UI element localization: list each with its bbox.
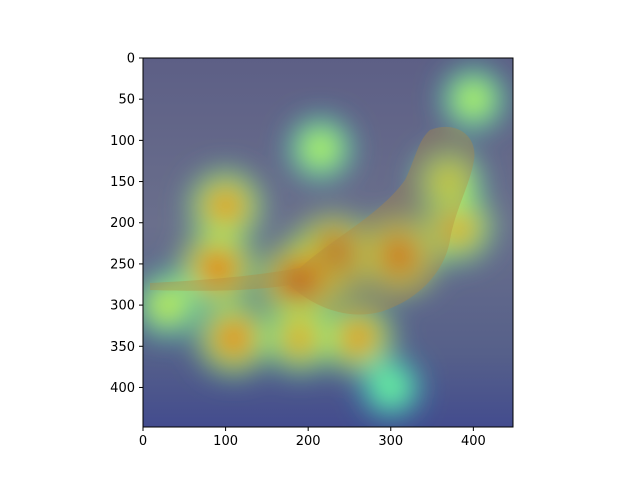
y-tick-label: 350 [110, 340, 135, 355]
x-tick-label: 100 [213, 434, 238, 449]
y-tick-label: 400 [110, 381, 135, 396]
y-tick-label: 250 [110, 257, 135, 272]
x-tick-label: 400 [461, 434, 486, 449]
x-tick-label: 200 [296, 434, 321, 449]
y-tick-label: 300 [110, 299, 135, 314]
heat-blob-6 [220, 324, 248, 352]
heatmap-image [143, 58, 513, 427]
y-tick-label: 150 [110, 175, 135, 190]
heat-blob-7 [287, 325, 313, 351]
x-axis: 0 100 200 300 400 [139, 427, 486, 449]
heat-blob-2 [285, 267, 315, 297]
y-tick-label: 50 [118, 93, 135, 108]
y-tick-label: 0 [127, 52, 135, 67]
heat-blob-4 [212, 193, 239, 220]
bird-silhouette [150, 126, 475, 315]
heat-blob-5 [203, 254, 231, 282]
x-tick-label: 0 [139, 434, 147, 449]
y-tick-label: 100 [110, 134, 135, 149]
heat-blob-10 [462, 88, 485, 111]
heat-blob-8 [344, 325, 371, 351]
heat-blob-13 [380, 377, 401, 398]
axes-frame [142, 57, 514, 428]
heat-layer [143, 67, 505, 416]
heat-blob-3 [444, 214, 470, 240]
y-axis: 0 50 100 150 200 250 300 350 400 [110, 52, 143, 396]
heat-blob-12 [156, 293, 180, 317]
heat-blob-11 [309, 137, 332, 160]
heat-blob-9 [437, 169, 461, 194]
y-tick-label: 200 [110, 216, 135, 231]
heat-blob-1 [385, 241, 413, 270]
x-tick-label: 300 [378, 434, 403, 449]
